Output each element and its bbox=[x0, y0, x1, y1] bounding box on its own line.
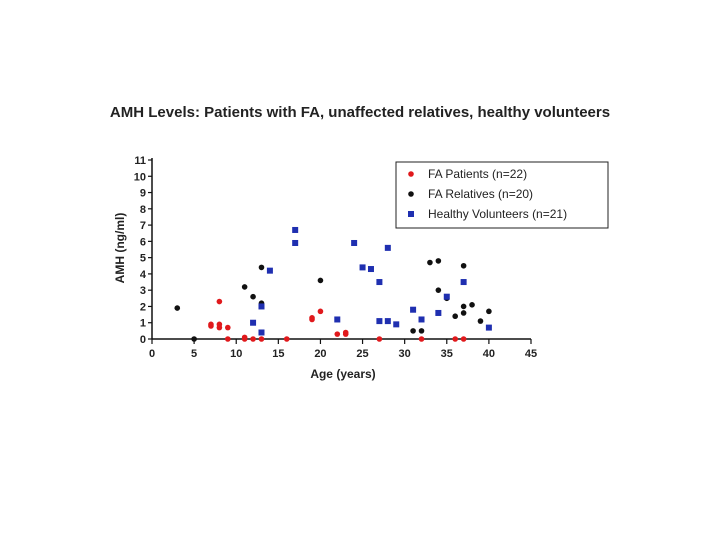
legend-marker-square bbox=[408, 211, 414, 217]
y-tick-label: 2 bbox=[140, 301, 146, 313]
legend-marker-circle bbox=[408, 191, 414, 197]
x-tick-label: 15 bbox=[272, 348, 284, 360]
data-point-square bbox=[292, 239, 299, 246]
data-point-square bbox=[351, 239, 358, 246]
data-point-circle bbox=[460, 262, 467, 269]
y-tick-label: 11 bbox=[134, 155, 146, 167]
data-point-circle bbox=[477, 318, 484, 324]
data-point-circle bbox=[208, 321, 214, 328]
data-point-circle bbox=[241, 284, 248, 290]
data-point-circle bbox=[225, 324, 231, 331]
data-point-circle bbox=[469, 302, 475, 308]
data-point-square bbox=[266, 267, 273, 274]
data-point-square bbox=[367, 266, 374, 273]
data-point-square bbox=[376, 279, 383, 286]
data-point-circle bbox=[418, 328, 425, 334]
data-point-square bbox=[443, 293, 450, 300]
data-point-circle bbox=[486, 308, 492, 315]
x-tick-label: 45 bbox=[525, 348, 537, 360]
data-point-square bbox=[258, 329, 265, 336]
data-point-circle bbox=[241, 336, 248, 342]
x-axis-label: Age (years) bbox=[310, 367, 375, 381]
data-point-circle bbox=[283, 336, 290, 342]
x-tick-label: 35 bbox=[441, 348, 453, 360]
data-point-circle bbox=[191, 336, 197, 342]
data-point-circle bbox=[258, 336, 265, 342]
x-tick-label: 40 bbox=[483, 348, 495, 360]
y-tick-label: 4 bbox=[140, 269, 147, 281]
data-point-circle bbox=[317, 277, 324, 284]
data-point-circle bbox=[435, 287, 442, 293]
x-tick-label: 25 bbox=[356, 348, 368, 360]
legend-label: Healthy Volunteers (n=21) bbox=[428, 207, 567, 221]
data-point-square bbox=[384, 244, 391, 251]
y-tick-label: 5 bbox=[140, 253, 146, 265]
data-point-circle bbox=[309, 315, 315, 321]
data-point-circle bbox=[250, 293, 256, 300]
data-point-circle bbox=[427, 259, 433, 266]
data-point-square bbox=[418, 316, 425, 323]
data-point-circle bbox=[452, 313, 459, 320]
data-point-square bbox=[250, 319, 257, 326]
x-tick-label: 20 bbox=[314, 348, 326, 360]
data-point-square bbox=[410, 306, 417, 313]
data-point-circle bbox=[410, 328, 416, 334]
y-tick-label: 9 bbox=[140, 188, 146, 200]
data-point-square bbox=[460, 279, 467, 286]
data-point-square bbox=[258, 303, 265, 310]
data-point-circle bbox=[216, 298, 223, 305]
data-point-square bbox=[334, 316, 341, 323]
data-point-circle bbox=[258, 264, 265, 271]
y-tick-label: 3 bbox=[140, 285, 146, 297]
data-point-square bbox=[485, 324, 492, 331]
y-tick-label: 10 bbox=[134, 171, 146, 183]
data-point-circle bbox=[225, 336, 231, 342]
y-tick-label: 8 bbox=[140, 204, 146, 216]
legend: FA Patients (n=22) FA Relatives (n=20) Hea… bbox=[395, 161, 609, 229]
data-point-circle bbox=[418, 336, 425, 342]
data-point-circle bbox=[452, 336, 459, 342]
data-point-circle bbox=[376, 336, 383, 342]
data-points bbox=[174, 226, 492, 342]
data-point-circle bbox=[460, 336, 467, 342]
data-point-square bbox=[292, 226, 299, 233]
data-point-circle bbox=[317, 308, 324, 315]
data-point-square bbox=[359, 264, 366, 271]
x-tick-label: 0 bbox=[149, 348, 155, 360]
data-point-circle bbox=[460, 310, 467, 316]
data-point-circle bbox=[334, 331, 341, 337]
legend-label: FA Relatives (n=20) bbox=[428, 187, 533, 201]
x-tick-label: 10 bbox=[230, 348, 242, 360]
data-point-square bbox=[376, 318, 383, 325]
data-point-circle bbox=[250, 336, 256, 342]
y-tick-label: 1 bbox=[140, 318, 146, 330]
y-tick-label: 7 bbox=[140, 220, 146, 232]
x-tick-label: 30 bbox=[399, 348, 411, 360]
legend-box bbox=[395, 161, 609, 229]
legend-marker-circle bbox=[408, 171, 414, 177]
data-point-square bbox=[435, 309, 442, 316]
data-point-circle bbox=[460, 303, 467, 310]
chart-title: AMH Levels: Patients with FA, unaffected… bbox=[109, 104, 611, 121]
data-point-circle bbox=[174, 305, 181, 311]
data-point-square bbox=[384, 318, 391, 325]
data-point-square bbox=[393, 321, 400, 328]
x-tick-label: 5 bbox=[191, 348, 197, 360]
y-axis-label: AMH (ng/ml) bbox=[113, 213, 127, 284]
y-tick-label: 0 bbox=[140, 334, 146, 346]
data-point-circle bbox=[342, 329, 349, 336]
data-point-circle bbox=[435, 258, 442, 264]
legend-label: FA Patients (n=22) bbox=[428, 167, 527, 181]
y-tick-label: 6 bbox=[140, 236, 146, 248]
data-point-circle bbox=[216, 321, 223, 328]
